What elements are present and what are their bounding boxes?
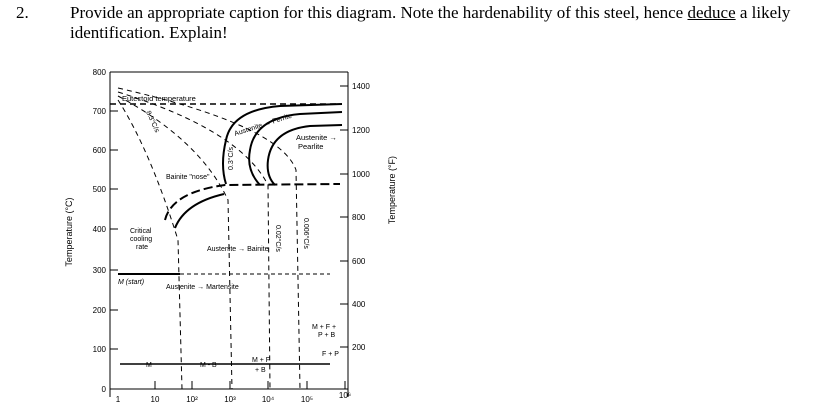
bottom-tick-labels: 1 10 10² 10³ 10⁴ 10⁵ 10⁶ [116, 391, 351, 404]
left-axis-title: Temperature (°C) [64, 197, 74, 266]
austenite-martensite-label: Austenite → Martensite [166, 284, 239, 291]
right-tick: 600 [352, 257, 366, 266]
right-tick: 400 [352, 300, 366, 309]
left-tick: 700 [93, 107, 107, 116]
bottom-tick: 10⁵ [301, 395, 313, 404]
right-tick: 1000 [352, 170, 370, 179]
bainite-nose-label: Bainite "nose" [166, 174, 210, 181]
critical-rate-label: cooling [130, 236, 152, 243]
bainite-start-curve [174, 193, 225, 229]
left-tick: 100 [93, 345, 107, 354]
cooling-rate-label: 0.3°C/s [227, 146, 235, 170]
left-tick: 200 [93, 306, 107, 315]
question-text: Provide an appropriate caption for this … [70, 3, 830, 43]
bottom-tick: 10⁴ [262, 395, 275, 404]
austenite-pearlite-label: Pearlite [298, 142, 323, 151]
cooling-curve-0-02 [117, 91, 271, 390]
right-axis-title: Temperature (°F) [387, 156, 397, 224]
bottom-tick: 10² [186, 395, 198, 404]
right-tick: 800 [352, 213, 366, 222]
question-text-end: a likely identification. Explain! [70, 3, 791, 42]
pearlite-finish-curve [266, 124, 343, 186]
question-number: 2. [16, 3, 29, 22]
phase-region-label: M + F [252, 357, 270, 364]
right-tick: 1200 [352, 126, 370, 135]
phase-region-label: P + B [318, 332, 336, 339]
austenite-bainite-label: Austenite → Bainite [207, 246, 269, 253]
cooling-curve-8-3 [117, 99, 183, 390]
question-text-start: Provide an appropriate caption for this … [70, 3, 688, 22]
pearlite-start-curve [248, 111, 343, 186]
left-tick: 800 [93, 68, 107, 77]
phase-region-label: + B [255, 367, 266, 374]
right-tick: 1400 [352, 82, 370, 91]
bottom-tick: 10³ [224, 395, 236, 404]
axis-ticks [110, 71, 348, 389]
ms-label: M (start) [118, 279, 144, 286]
left-tick: 400 [93, 225, 107, 234]
phase-region-label: M - B [200, 362, 217, 369]
phase-region-label: M + F + [312, 324, 336, 331]
eutectoid-label: Eutectoid temperature [122, 94, 196, 103]
question-underlined-word: deduce [687, 3, 736, 22]
right-tick: 200 [352, 343, 366, 352]
critical-rate-label: rate [136, 244, 148, 251]
bottom-tick: 1 [116, 395, 121, 404]
cooling-rate-label: 0.02°C/s [274, 225, 282, 252]
phase-region-label: M [146, 362, 152, 369]
diagram-annotations: Eutectoid temperature Austenite → Ferrit… [118, 94, 339, 374]
bottom-tick: 10⁶ [339, 391, 351, 400]
right-tick-labels: 1400 1200 1000 800 600 400 200 [352, 82, 370, 352]
cooling-curve-0-3 [117, 95, 233, 390]
phase-region-label: F + P [322, 351, 339, 358]
left-tick-labels: 800 700 600 500 400 300 200 100 0 [93, 68, 107, 394]
bainite-nose-curve [164, 183, 341, 221]
cooling-rate-label: 0.006°C/s [302, 218, 310, 249]
left-tick: 0 [102, 385, 107, 394]
austenite-pearlite-label: Austenite → [296, 133, 337, 142]
cooling-curves [117, 87, 301, 390]
left-tick: 300 [93, 266, 107, 275]
left-tick: 600 [93, 146, 107, 155]
cooling-curve-0-006 [117, 87, 301, 390]
critical-rate-label: Critical [130, 228, 152, 235]
left-tick: 500 [93, 185, 107, 194]
bottom-tick: 10 [151, 395, 160, 404]
